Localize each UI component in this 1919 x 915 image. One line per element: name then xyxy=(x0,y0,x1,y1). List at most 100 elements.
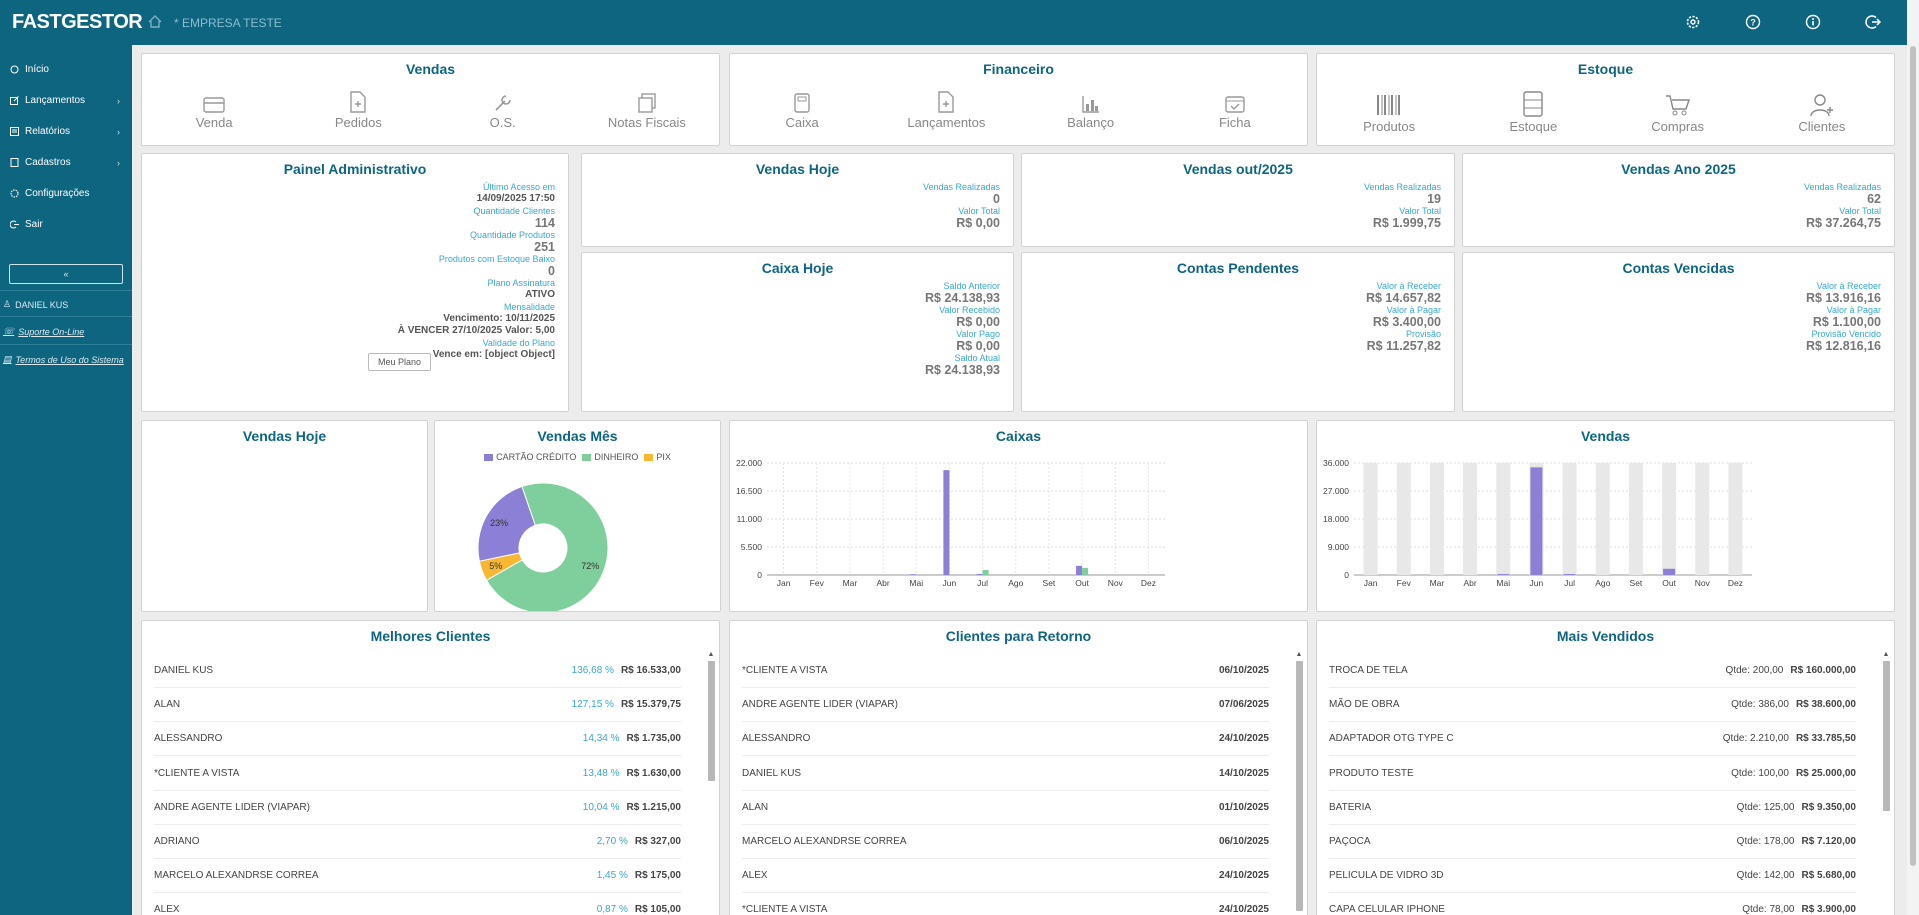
shortcut-pedidos[interactable]: Pedidos xyxy=(298,87,418,130)
help-icon[interactable]: ? xyxy=(1743,12,1763,32)
list-item[interactable]: ALESSANDRO 24/10/2025 xyxy=(742,722,1269,757)
list-item[interactable]: ALEX 0,87 % R$ 105,00 xyxy=(154,893,681,915)
list-item[interactable]: ALAN 01/10/2025 xyxy=(742,791,1269,825)
bar[interactable] xyxy=(1563,574,1576,575)
bar[interactable] xyxy=(1497,574,1510,575)
list-item[interactable]: BATERIA Qtde: 125,00 R$ 9.350,00 xyxy=(1329,791,1856,825)
kpi-contas-pendentes: Contas Pendentes Valor à Receber R$ 14.65… xyxy=(1021,252,1455,412)
logout-top-icon[interactable] xyxy=(1863,12,1883,32)
shortcut-compras[interactable]: Compras xyxy=(1618,87,1738,134)
stat-label: Valor Recebido xyxy=(939,305,1000,315)
list-item[interactable]: CAPA CELULAR IPHONE Qtde: 78,00 R$ 3.900,0… xyxy=(1329,893,1856,915)
bar[interactable] xyxy=(1076,565,1083,575)
item-name: CAPA CELULAR IPHONE xyxy=(1329,904,1445,915)
admin-panel-card: Painel Administrativo Último Acesso em 1… xyxy=(141,153,569,412)
sidebar-item-relatorios[interactable]: Relatórios › xyxy=(0,116,132,147)
scroll-up-icon[interactable]: ▲ xyxy=(707,651,715,658)
legend-item[interactable]: CARTÃO CRÉDITO xyxy=(484,452,576,462)
sidebar-item-inicio[interactable]: Início xyxy=(0,54,132,85)
list-item[interactable]: *CLIENTE A VISTA 06/10/2025 xyxy=(742,654,1269,688)
scrollbar[interactable]: ▲ xyxy=(1295,651,1303,911)
card-title: Vendas Ano 2025 xyxy=(1621,161,1736,177)
shortcut-ficha[interactable]: Ficha xyxy=(1175,87,1295,130)
shortcut-notas-fiscais[interactable]: Notas Fiscais xyxy=(587,87,707,130)
shortcut-venda[interactable]: Venda xyxy=(154,87,274,130)
bar[interactable] xyxy=(943,470,950,575)
x-tick-label: Jun xyxy=(1530,578,1544,588)
support-link[interactable]: ☏ Suporte On-Line xyxy=(3,326,84,337)
bar[interactable] xyxy=(1082,567,1089,575)
app-logo[interactable]: FASTGESTOR xyxy=(12,11,143,33)
scrollbar[interactable]: ▲ xyxy=(1882,651,1890,866)
list-item[interactable]: PELICULA DE VIDRO 3D Qtde: 142,00 R$ 5.680… xyxy=(1329,859,1857,894)
info-icon[interactable] xyxy=(1803,12,1823,32)
list-item[interactable]: *CLIENTE A VISTA 13,48 % R$ 1.630,00 xyxy=(154,757,681,791)
list-item[interactable]: ALESSANDRO 14,34 % R$ 1.735,00 xyxy=(154,722,681,757)
shortcut-os[interactable]: O.S. xyxy=(443,87,563,130)
list-item[interactable]: MARCELO ALEXANDRSE CORREA 06/10/2025 xyxy=(742,825,1269,859)
shortcut-label: Estoque xyxy=(1509,119,1558,134)
bar[interactable] xyxy=(1663,568,1676,575)
sidebar-item-lancamentos[interactable]: Lançamentos › xyxy=(0,85,132,116)
list-item[interactable]: DANIEL KUS 136,68 % R$ 16.533,00 xyxy=(154,654,681,688)
list-item[interactable]: PAÇOCA Qtde: 178,00 R$ 7.120,00 xyxy=(1329,825,1856,859)
meu-plano-button[interactable]: Meu Plano xyxy=(368,353,432,371)
shortcut-lancamentos[interactable]: Lançamentos xyxy=(886,87,1006,130)
card-title: Contas Vencidas xyxy=(1622,260,1735,276)
stat-label: Vendas Realizadas xyxy=(1803,182,1881,192)
list-item[interactable]: ADAPTADOR OTG TYPE C Qtde: 2.210,00 R$ 33.… xyxy=(1329,722,1856,757)
list-item[interactable]: PRODUTO TESTE Qtde: 100,00 R$ 25.000,00 xyxy=(1329,757,1856,791)
terms-link[interactable]: ▤ Termos de Uso do Sistema xyxy=(3,354,124,365)
list-item[interactable]: *CLIENTE A VISTA 24/10/2025 xyxy=(742,893,1269,915)
list-item[interactable]: MÃO DE OBRA Qtde: 386,00 R$ 38.600,00 xyxy=(1329,688,1856,723)
stat-label: Vendas Realizadas xyxy=(922,182,1000,192)
sidebar-item-cadastros[interactable]: Cadastros › xyxy=(0,147,132,178)
shortcut-produtos[interactable]: Produtos xyxy=(1329,87,1449,134)
x-tick-label: Nov xyxy=(1695,578,1711,588)
home-icon[interactable] xyxy=(148,14,162,31)
bar[interactable] xyxy=(910,574,917,575)
card-icon xyxy=(201,87,227,113)
list-item[interactable]: ADRIANO 2,70 % R$ 327,00 xyxy=(154,825,681,859)
collapse-sidebar-button[interactable]: « xyxy=(9,264,123,284)
card-title: Mais Vendidos xyxy=(1556,628,1655,644)
page-scrollbar[interactable] xyxy=(1907,0,1919,915)
y-tick-label: 5.500 xyxy=(741,542,763,552)
bar[interactable] xyxy=(1530,467,1543,575)
financeiro-shortcuts-card: Financeiro Caixa Lançamentos Balanço Fic… xyxy=(729,53,1308,146)
stat-value: 62 xyxy=(1867,192,1881,206)
bar[interactable] xyxy=(982,569,989,575)
list-item[interactable]: ALEX 24/10/2025 xyxy=(742,859,1269,894)
shortcut-estoque[interactable]: Estoque xyxy=(1473,87,1593,134)
list-item[interactable]: MARCELO ALEXANDRSE CORREA 1,45 % R$ 175,00 xyxy=(154,859,681,894)
scroll-up-icon[interactable]: ▲ xyxy=(1882,651,1890,658)
list-item[interactable]: ANDRE AGENTE LIDER (VIAPAR) 10,04 % R$ 1.2… xyxy=(154,791,681,825)
legend-item[interactable]: PIX xyxy=(644,452,671,462)
pie-slice[interactable] xyxy=(485,482,609,611)
stat-label: Valor Total xyxy=(1839,206,1881,216)
list-item[interactable]: ANDRE AGENTE LIDER (VIAPAR) 07/06/2025 xyxy=(742,688,1269,723)
legend-item[interactable]: DINHEIRO xyxy=(582,452,638,462)
scrollbar[interactable]: ▲ xyxy=(707,651,715,866)
kpi-vendas-hoje: Vendas Hoje Vendas Realizadas 0 Valor Tota… xyxy=(581,153,1014,247)
x-tick-label: Nov xyxy=(1108,578,1124,588)
shortcut-caixa[interactable]: Caixa xyxy=(742,87,862,130)
shortcut-label: Clientes xyxy=(1798,119,1846,134)
list-item[interactable]: DANIEL KUS 14/10/2025 xyxy=(742,757,1269,791)
sidebar-item-sair[interactable]: Sair xyxy=(0,209,132,240)
bar[interactable] xyxy=(976,573,983,575)
terms-label: Termos de Uso do Sistema xyxy=(15,354,124,365)
scroll-up-icon[interactable]: ▲ xyxy=(1295,651,1303,658)
list-item[interactable]: TROCA DE TELA Qtde: 200,00 R$ 160.000,00 xyxy=(1329,654,1856,688)
bar-background xyxy=(1662,463,1677,575)
card-title: Caixa Hoje xyxy=(761,260,834,276)
pie-slice[interactable] xyxy=(477,485,536,562)
x-tick-label: Fev xyxy=(1397,578,1412,588)
settings-icon[interactable] xyxy=(1683,12,1703,32)
item-amount: R$ 5.680,00 xyxy=(1801,870,1857,882)
shortcut-clientes[interactable]: Clientes xyxy=(1762,87,1882,134)
list-item[interactable]: ALAN 127,15 % R$ 15.379,75 xyxy=(154,688,681,723)
shortcut-balanco[interactable]: Balanço xyxy=(1031,87,1151,130)
item-amount: R$ 9.350,00 xyxy=(1801,801,1857,813)
sidebar-item-configuracoes[interactable]: Configurações xyxy=(0,178,132,209)
